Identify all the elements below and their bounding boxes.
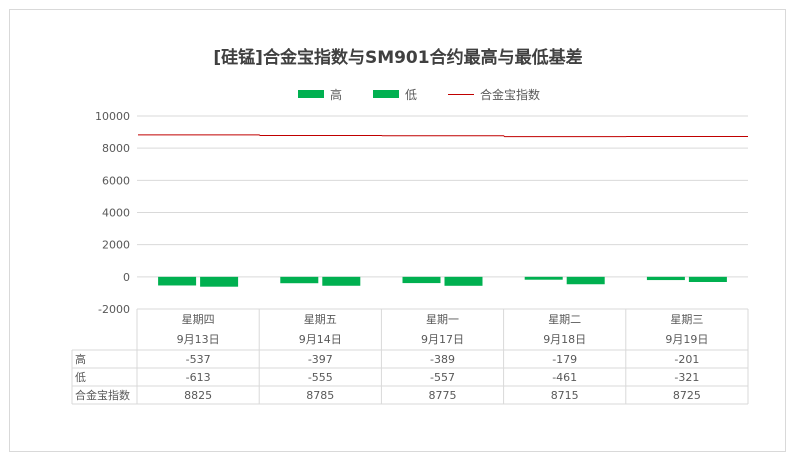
legend-swatch-high bbox=[298, 90, 324, 98]
y-tick-label: 2000 bbox=[102, 239, 130, 252]
table-header-date: 9月18日 bbox=[543, 333, 586, 346]
legend-item-low: 低 bbox=[373, 85, 417, 103]
table-cell: 8725 bbox=[673, 389, 701, 402]
legend-swatch-index bbox=[448, 93, 474, 95]
y-tick-label: 4000 bbox=[102, 207, 130, 220]
legend-item-high: 高 bbox=[298, 85, 342, 103]
table-header-weekday: 星期一 bbox=[426, 313, 459, 326]
table-header-weekday: 星期四 bbox=[182, 313, 215, 326]
y-tick-label: 8000 bbox=[102, 142, 130, 155]
legend-item-index: 合金宝指数 bbox=[448, 85, 540, 103]
table-cell: 8825 bbox=[184, 389, 212, 402]
table-header-date: 9月13日 bbox=[177, 333, 220, 346]
bar-high bbox=[646, 276, 685, 281]
table-cell: -555 bbox=[308, 371, 333, 384]
bar-low bbox=[688, 276, 727, 282]
bar-high bbox=[158, 276, 197, 286]
table-cell: 8715 bbox=[551, 389, 579, 402]
table-cell: -613 bbox=[186, 371, 211, 384]
legend-label-index: 合金宝指数 bbox=[480, 87, 541, 102]
legend: 高 低 合金宝指数 bbox=[0, 85, 796, 103]
table-cell: -389 bbox=[430, 353, 455, 366]
table-row-label: 合金宝指数 bbox=[75, 388, 130, 402]
bar-low bbox=[566, 276, 605, 285]
table-cell: -321 bbox=[674, 371, 699, 384]
y-tick-label: 10000 bbox=[95, 110, 130, 123]
bar-low bbox=[444, 276, 483, 286]
table-header-date: 9月17日 bbox=[421, 333, 464, 346]
table-row-label: 高 bbox=[75, 352, 86, 366]
bar-high bbox=[402, 276, 441, 284]
legend-label-low: 低 bbox=[405, 87, 418, 102]
y-tick-label: -2000 bbox=[98, 303, 130, 316]
legend-label-high: 高 bbox=[330, 87, 343, 102]
table-header-weekday: 星期五 bbox=[304, 313, 337, 326]
table-cell: -397 bbox=[308, 353, 333, 366]
table-row-label: 低 bbox=[75, 371, 86, 384]
chart-frame bbox=[9, 9, 786, 452]
table-cell: -201 bbox=[674, 353, 699, 366]
table-header-date: 9月19日 bbox=[665, 333, 708, 346]
chart-title: [硅锰]合金宝指数与SM901合约最高与最低基差 bbox=[213, 48, 583, 68]
table-cell: -179 bbox=[552, 353, 577, 366]
table-cell: 8775 bbox=[429, 389, 457, 402]
bar-low bbox=[322, 276, 361, 286]
bar-high bbox=[524, 276, 563, 280]
table-cell: 8785 bbox=[306, 389, 334, 402]
y-tick-label: 6000 bbox=[102, 174, 130, 187]
table-header-date: 9月14日 bbox=[299, 333, 342, 346]
table-cell: -461 bbox=[552, 371, 577, 384]
table-header-weekday: 星期二 bbox=[548, 313, 581, 326]
table-cell: -537 bbox=[186, 353, 211, 366]
y-tick-label: 0 bbox=[123, 271, 130, 284]
bar-low bbox=[200, 276, 239, 287]
index-line bbox=[138, 134, 748, 138]
table-cell: -557 bbox=[430, 371, 455, 384]
table-header-weekday: 星期三 bbox=[670, 313, 703, 326]
legend-swatch-low bbox=[373, 90, 399, 98]
bar-high bbox=[280, 276, 319, 284]
